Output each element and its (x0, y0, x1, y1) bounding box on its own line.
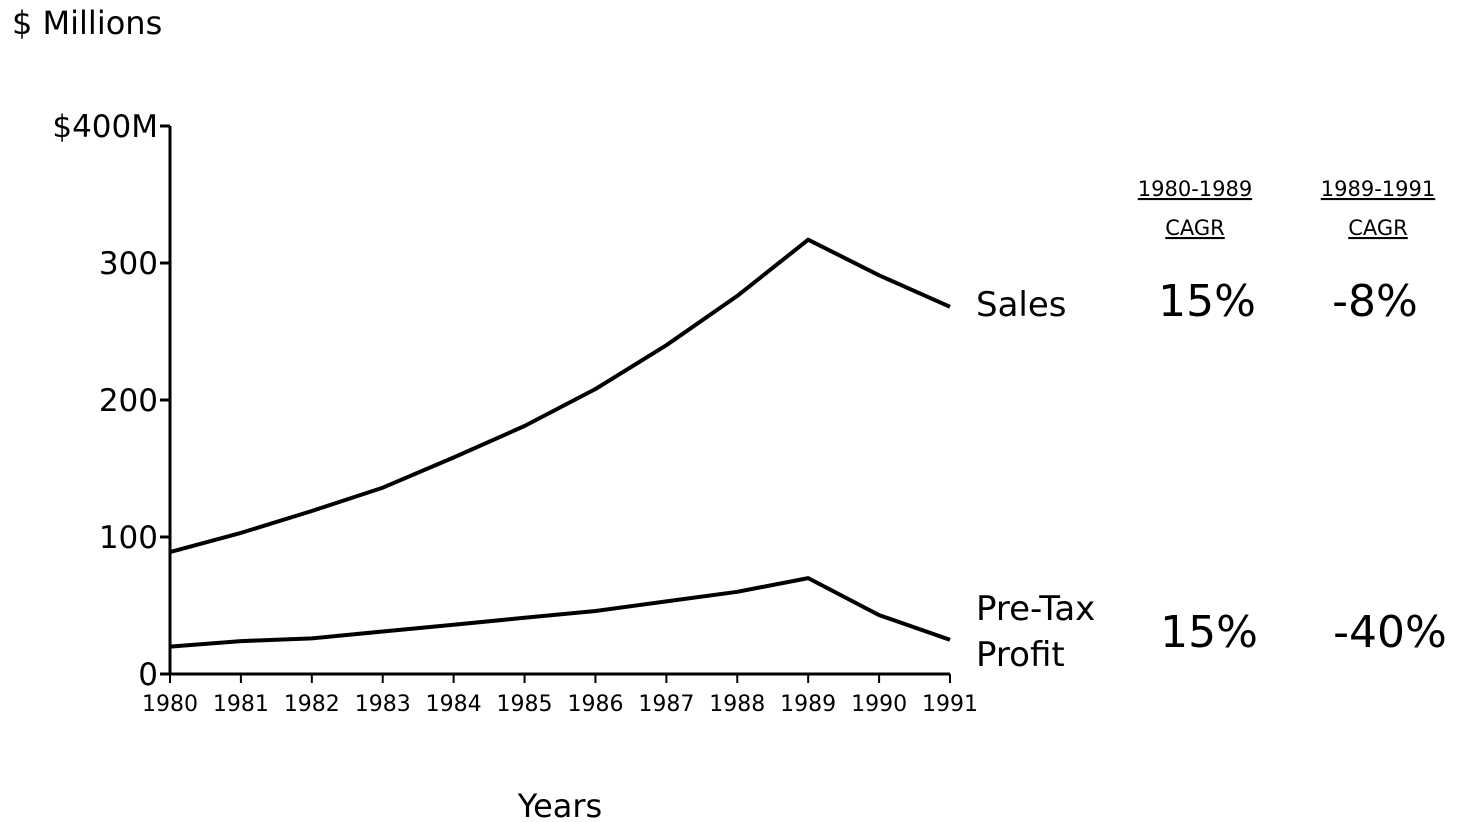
sales-cagr-1980-1989: 15% (1158, 276, 1256, 327)
x-tick-label: 1991 (922, 692, 978, 717)
axes: 0 100 200 300 $400M 1980 1981 1982 1983 1984 1985 1… (52, 109, 978, 717)
cagr-header-2-label: CAGR (1348, 216, 1408, 240)
cagr-header-1-label: CAGR (1165, 216, 1225, 240)
x-tick-label: 1989 (780, 692, 836, 717)
y-tick-label: 200 (99, 383, 158, 419)
y-tick-label: 0 (138, 657, 158, 693)
x-tick-label: 1986 (567, 692, 623, 717)
cagr-header-1-period: 1980-1989 (1138, 177, 1252, 201)
series-lines (169, 237, 951, 649)
series-label-sales: Sales (976, 285, 1067, 325)
y-tick-label: $400M (52, 109, 158, 145)
x-tick-label: 1981 (213, 692, 269, 717)
profit-cagr-1980-1989: 15% (1160, 607, 1258, 658)
profit-cagr-1989-1991: -40% (1333, 607, 1447, 658)
y-tick-label: 100 (99, 520, 158, 556)
x-axis-title: Years (517, 787, 602, 822)
y-tick-label: 300 (99, 246, 158, 282)
x-tick-label: 1983 (355, 692, 411, 717)
sales-cagr-1989-1991: -8% (1332, 276, 1418, 327)
series-label-profit-line1: Pre-Tax (976, 589, 1095, 629)
x-tick-label: 1980 (142, 692, 198, 717)
series-label-profit-line2: Profit (976, 635, 1065, 675)
x-tick-label: 1985 (497, 692, 553, 717)
x-tick-label: 1984 (426, 692, 482, 717)
x-tick-label: 1988 (709, 692, 765, 717)
pretax-profit-line (169, 576, 951, 649)
y-unit-label: $ Millions (12, 4, 162, 42)
sales-line (169, 237, 951, 555)
x-tick-label: 1982 (284, 692, 340, 717)
x-tick-label: 1990 (851, 692, 907, 717)
cagr-header-2-period: 1989-1991 (1321, 177, 1435, 201)
x-tick-label: 1987 (638, 692, 694, 717)
